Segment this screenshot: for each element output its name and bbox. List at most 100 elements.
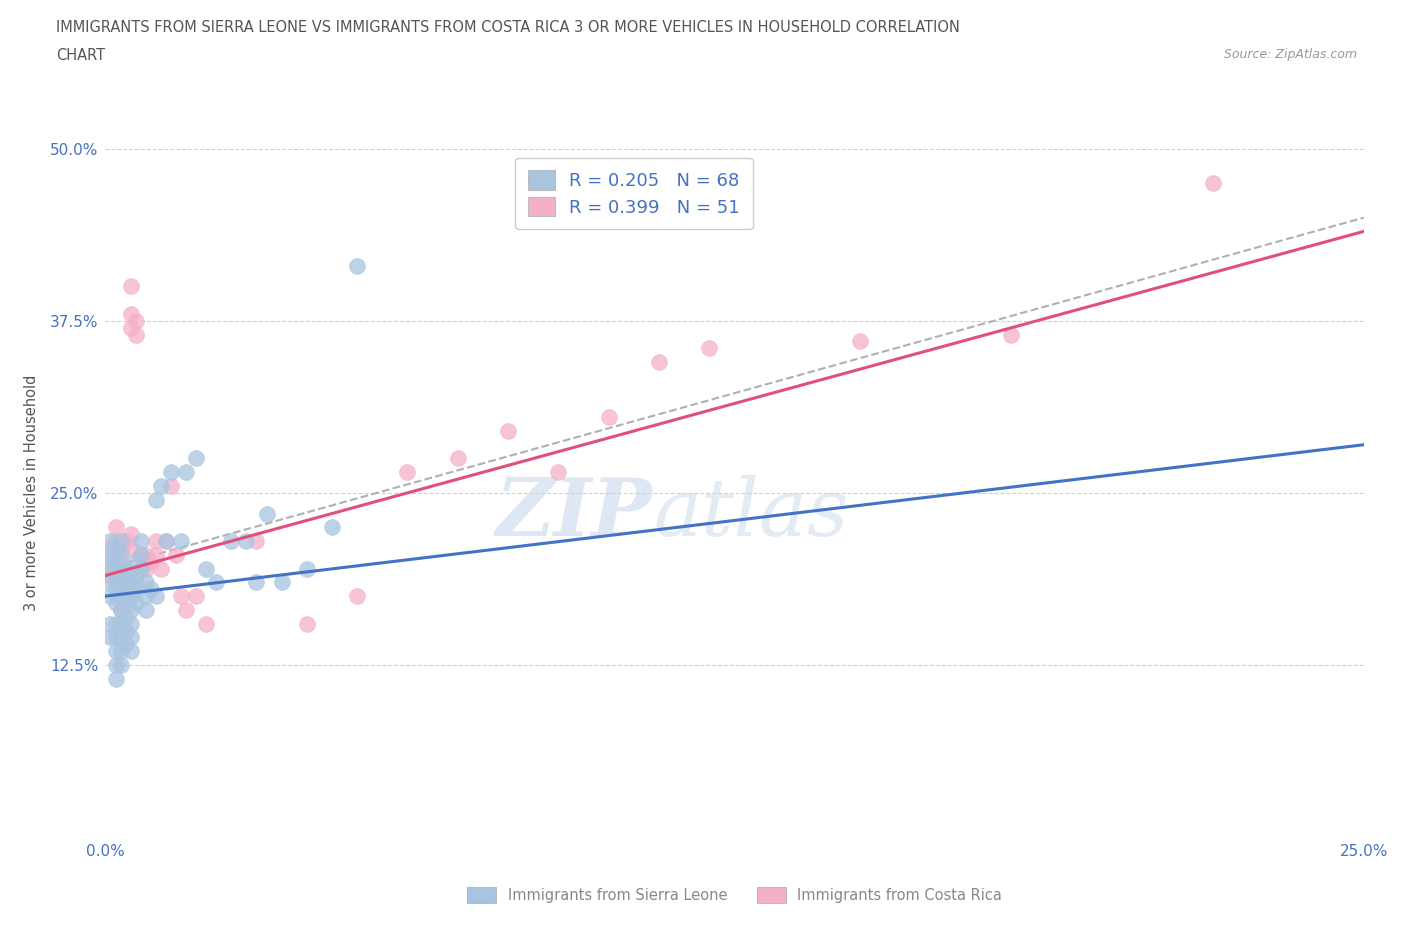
- Point: [160, 465, 183, 480]
- Point: [120, 589, 142, 604]
- Point: [104, 595, 127, 610]
- Point: [135, 589, 157, 604]
- Point: [124, 582, 146, 597]
- Point: [139, 554, 162, 569]
- Point: [100, 589, 122, 604]
- Point: [129, 548, 152, 563]
- Point: [184, 451, 207, 466]
- Point: [114, 589, 136, 604]
- Point: [129, 548, 152, 563]
- Point: [114, 575, 136, 590]
- Legend: Immigrants from Sierra Leone, Immigrants from Costa Rica: Immigrants from Sierra Leone, Immigrants…: [461, 882, 1008, 909]
- Point: [114, 568, 136, 583]
- Point: [245, 575, 267, 590]
- Point: [120, 644, 142, 658]
- Point: [135, 603, 157, 618]
- Point: [145, 548, 167, 563]
- Y-axis label: 3 or more Vehicles in Household: 3 or more Vehicles in Household: [24, 375, 39, 611]
- Point: [114, 623, 136, 638]
- Point: [245, 534, 267, 549]
- Point: [120, 575, 142, 590]
- Point: [100, 575, 122, 590]
- Point: [135, 548, 157, 563]
- Point: [598, 410, 620, 425]
- Point: [699, 341, 721, 356]
- Point: [110, 603, 132, 618]
- Point: [120, 630, 142, 644]
- Point: [219, 534, 242, 549]
- Point: [104, 644, 127, 658]
- Point: [120, 603, 142, 618]
- Point: [139, 582, 162, 597]
- Point: [648, 354, 671, 369]
- Point: [256, 506, 278, 521]
- Point: [496, 423, 519, 438]
- Point: [235, 534, 257, 549]
- Point: [205, 575, 228, 590]
- Text: CHART: CHART: [56, 48, 105, 63]
- Point: [124, 575, 146, 590]
- Point: [295, 561, 318, 576]
- Text: IMMIGRANTS FROM SIERRA LEONE VS IMMIGRANTS FROM COSTA RICA 3 OR MORE VEHICLES IN: IMMIGRANTS FROM SIERRA LEONE VS IMMIGRAN…: [56, 20, 960, 35]
- Point: [149, 561, 172, 576]
- Point: [184, 589, 207, 604]
- Point: [129, 561, 152, 576]
- Point: [295, 617, 318, 631]
- Point: [104, 554, 127, 569]
- Point: [104, 630, 127, 644]
- Point: [110, 540, 132, 555]
- Point: [120, 320, 142, 335]
- Point: [110, 561, 132, 576]
- Point: [114, 609, 136, 624]
- Point: [547, 465, 569, 480]
- Point: [110, 644, 132, 658]
- Point: [114, 582, 136, 597]
- Point: [104, 561, 127, 576]
- Point: [110, 589, 132, 604]
- Point: [160, 479, 183, 494]
- Point: [100, 534, 122, 549]
- Point: [155, 534, 177, 549]
- Point: [104, 520, 127, 535]
- Text: atlas: atlas: [652, 475, 848, 552]
- Point: [195, 617, 218, 631]
- Point: [120, 617, 142, 631]
- Point: [110, 603, 132, 618]
- Point: [135, 561, 157, 576]
- Point: [124, 568, 146, 583]
- Point: [170, 534, 193, 549]
- Point: [110, 554, 132, 569]
- Point: [100, 561, 122, 576]
- Point: [100, 548, 122, 563]
- Point: [104, 671, 127, 686]
- Point: [110, 568, 132, 583]
- Point: [170, 589, 193, 604]
- Point: [135, 575, 157, 590]
- Point: [100, 568, 122, 583]
- Point: [447, 451, 470, 466]
- Point: [124, 327, 146, 342]
- Point: [149, 479, 172, 494]
- Point: [114, 534, 136, 549]
- Point: [100, 540, 122, 555]
- Point: [110, 658, 132, 672]
- Point: [120, 307, 142, 322]
- Point: [174, 603, 197, 618]
- Point: [104, 658, 127, 672]
- Point: [124, 595, 146, 610]
- Point: [346, 589, 368, 604]
- Point: [110, 534, 132, 549]
- Point: [104, 575, 127, 590]
- Point: [145, 589, 167, 604]
- Point: [110, 589, 132, 604]
- Point: [145, 534, 167, 549]
- Point: [100, 617, 122, 631]
- Point: [155, 534, 177, 549]
- Point: [849, 334, 872, 349]
- Point: [114, 561, 136, 576]
- Point: [100, 630, 122, 644]
- Point: [124, 313, 146, 328]
- Point: [1202, 176, 1225, 191]
- Text: ZIP: ZIP: [496, 475, 652, 552]
- Point: [145, 492, 167, 507]
